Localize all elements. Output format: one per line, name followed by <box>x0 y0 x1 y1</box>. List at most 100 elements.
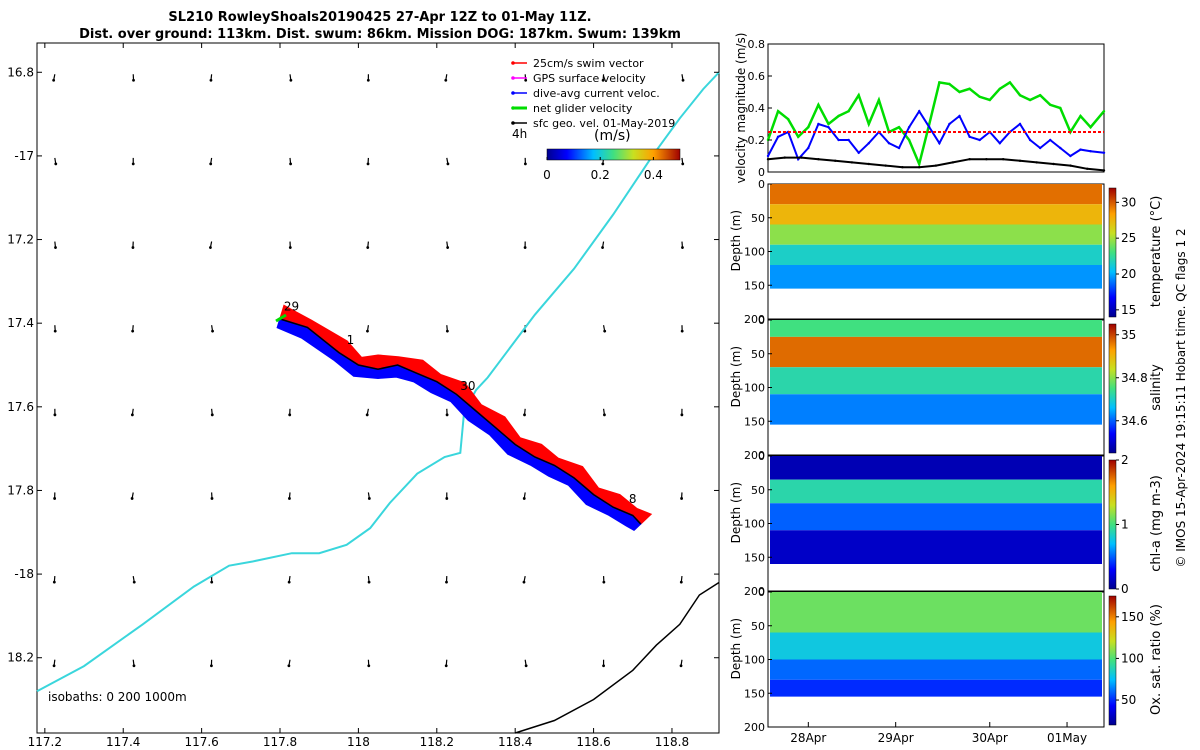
section-colorbar-tick-label: 0 <box>1121 582 1129 596</box>
current-arrow-head <box>366 246 370 249</box>
x-tick-label: 117.2 <box>28 735 62 749</box>
velocity-point <box>1018 159 1022 162</box>
velocity-point <box>867 142 870 145</box>
current-arrow-head <box>131 329 135 333</box>
legend-arrowhead-net <box>511 106 515 110</box>
velocity-point <box>776 135 780 138</box>
section-layer <box>770 592 1102 633</box>
depth-tick-label: 0 <box>758 586 765 599</box>
velocity-y-tick-label: 0.2 <box>748 134 766 147</box>
velocity-point <box>948 122 951 126</box>
section-colorbar-label: Ox. sat. ratio (%) <box>1149 604 1164 715</box>
current-arrow-head <box>53 413 57 417</box>
colorbar-tick-label: 0 <box>543 168 551 182</box>
map-legend: 25cm/s swim vector GPS surface velocity di… <box>511 57 675 130</box>
x-tick-label: 117.8 <box>263 735 297 749</box>
depth-tick-label: 200 <box>744 313 765 326</box>
velocity-point <box>928 126 931 129</box>
current-arrow-head <box>523 413 526 417</box>
current-arrow-head <box>366 162 370 166</box>
section-ylabel: Depth (m) <box>729 210 743 271</box>
section-temperature: 0 50 100 150 200 Depth (m) 30 25 20 15 temperature… <box>729 178 1164 326</box>
y-tick-label: -17 <box>14 149 34 163</box>
current-arrow-head <box>603 413 606 417</box>
velocity-y-axis: 0 0.2 0.4 0.6 0.8 <box>748 38 772 179</box>
y-tick-label: 17.4 <box>7 316 34 330</box>
section-layer <box>770 320 1102 337</box>
velocity-point <box>1028 138 1032 142</box>
legend-label-sfc: sfc geo. vel. 01-May-2019 <box>533 117 675 130</box>
velocity-point <box>968 158 971 161</box>
velocity-point <box>897 126 901 129</box>
x-tick-label: 117.6 <box>184 735 218 749</box>
current-arrow-head <box>130 413 134 417</box>
legend-arrowhead-gps <box>511 76 515 80</box>
velocity-point <box>951 161 954 164</box>
map-colorbar-ticks: 0 0.2 0.4 <box>543 157 663 182</box>
depth-tick-label: 150 <box>744 551 765 564</box>
velocity-point <box>797 135 800 138</box>
velocity-point <box>1069 164 1072 167</box>
current-arrow-head <box>287 664 291 668</box>
current-arrow-head <box>679 664 683 668</box>
section-ylabel: Depth (m) <box>729 346 743 407</box>
velocity-point <box>1018 122 1022 126</box>
current-arrow-head <box>209 246 212 249</box>
current-arrow-head <box>209 162 213 166</box>
time-axis: 28Apr 29Apr 30Apr 01May <box>790 722 1087 745</box>
current-arrow-head <box>445 329 449 333</box>
depth-tick-label: 50 <box>751 620 765 633</box>
velocity-axes-box <box>767 43 1105 173</box>
time-tick-label: 30Apr <box>972 731 1008 745</box>
section-colorbar-label: temperature (°C) <box>1149 196 1164 308</box>
section-layer <box>770 503 1102 531</box>
current-arrow-head <box>287 580 291 584</box>
depth-tick-label: 200 <box>744 449 765 462</box>
y-tick-label: 17.2 <box>7 233 34 247</box>
depth-tick-label: 0 <box>758 450 765 463</box>
current-arrow-head <box>132 580 136 584</box>
velocity-point <box>783 156 786 159</box>
section-layer <box>770 456 1102 480</box>
section-layer <box>770 632 1102 660</box>
map-colorbar-label: (m/s) <box>594 128 631 144</box>
section-colorbar-tick-label: 1 <box>1121 518 1129 532</box>
day-label: 29 <box>284 300 299 314</box>
current-arrow-head <box>365 413 369 417</box>
velocity-series <box>766 80 1106 172</box>
velocity-point <box>857 94 860 97</box>
chart-title-line1: SL210 RowleyShoals20190425 27-Apr 12Z to… <box>168 10 592 25</box>
section-colorbar-tick-label: 15 <box>1121 303 1136 317</box>
velocity-point <box>958 90 961 94</box>
current-arrow-head <box>367 664 371 668</box>
depth-tick-label: 150 <box>744 415 765 428</box>
current-arrow-head <box>132 78 135 82</box>
y-tick-label: -18 <box>14 567 34 581</box>
section-ylabel: Depth (m) <box>729 618 743 679</box>
velocity-point <box>776 110 780 113</box>
current-arrow-head <box>209 78 213 82</box>
current-arrow-head <box>445 413 449 417</box>
chart-title-line2: Dist. over ground: 113km. Dist. swum: 86… <box>79 27 681 42</box>
section-colorbar-tick-label: 2 <box>1121 453 1129 467</box>
velocity-point <box>918 166 921 169</box>
velocity-point <box>998 142 1002 145</box>
velocity-point <box>968 87 971 91</box>
section-colorbar-tick-label: 25 <box>1121 231 1136 245</box>
legend-label-diveavg: dive-avg current veloc. <box>533 87 660 100</box>
velocity-point <box>800 156 803 159</box>
section-colorbar <box>1108 459 1117 590</box>
current-arrow-head <box>446 246 450 249</box>
section-layer <box>770 479 1102 504</box>
velocity-y-tick-label: 0.4 <box>748 102 766 115</box>
colorbar-tick-label: 0.2 <box>591 168 610 182</box>
isobath-200m <box>36 71 720 693</box>
section-colorbar-tick-label: 20 <box>1121 267 1136 281</box>
velocity-point <box>867 162 870 166</box>
section-colorbar <box>1108 187 1117 318</box>
velocity-point <box>1069 154 1072 158</box>
velocity-point <box>998 87 1002 91</box>
y-tick-label: 16.8 <box>7 65 34 79</box>
